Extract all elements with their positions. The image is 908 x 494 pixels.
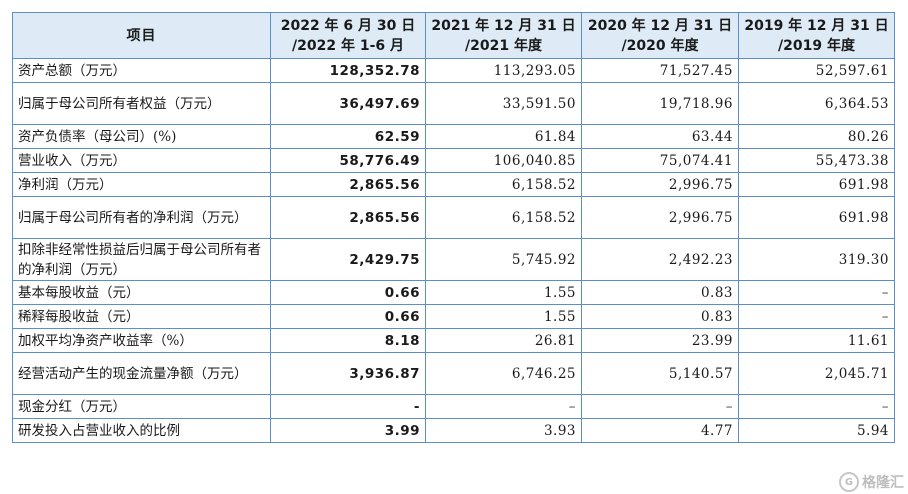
value-2019: 691.98 bbox=[738, 172, 895, 197]
header-item-label: 项目 bbox=[126, 27, 157, 44]
value-2019: 691.98 bbox=[738, 196, 895, 239]
row-label: 营业收入（万元） bbox=[12, 148, 271, 173]
table-row: 资产总额（万元） 128,352.78 113,293.05 71,527.45… bbox=[12, 58, 895, 83]
row-label: 基本每股收益（元） bbox=[12, 280, 271, 305]
value-2020: 2,492.23 bbox=[581, 238, 739, 281]
table-row: 稀释每股收益（元） 0.66 1.55 0.83 – bbox=[12, 304, 895, 329]
value-2020: 0.83 bbox=[581, 280, 739, 305]
table-row: 经营活动产生的现金流量净额（万元） 3,936.87 6,746.25 5,14… bbox=[12, 352, 895, 395]
header-2020-line1: 2020 年 12 月 31 日 bbox=[587, 17, 733, 34]
table-row: 归属于母公司所有者的净利润（万元） 2,865.56 6,158.52 2,99… bbox=[12, 196, 895, 239]
header-2022h1-line1: 2022 年 6 月 30 日 bbox=[280, 17, 416, 34]
header-2022h1-line2: /2022 年 1-6 月 bbox=[292, 37, 404, 54]
row-label: 经营活动产生的现金流量净额（万元） bbox=[12, 352, 271, 395]
value-2019: 80.26 bbox=[738, 124, 895, 149]
value-2020: 71,527.45 bbox=[581, 58, 739, 83]
row-label: 现金分红（万元） bbox=[12, 394, 271, 419]
value-2021: 1.55 bbox=[425, 280, 582, 305]
value-2020: 2,996.75 bbox=[581, 196, 739, 239]
value-2022h1: 3,936.87 bbox=[270, 352, 426, 395]
value-2021: 6,158.52 bbox=[425, 196, 582, 239]
value-2021: – bbox=[425, 394, 582, 419]
financial-data-table: 项目 2022 年 6 月 30 日 /2022 年 1-6 月 2021 年 … bbox=[12, 12, 895, 443]
value-2021: 26.81 bbox=[425, 328, 582, 353]
table-row: 归属于母公司所有者权益（万元） 36,497.69 33,591.50 19,7… bbox=[12, 82, 895, 125]
header-2020-line2: /2020 年度 bbox=[621, 37, 699, 54]
value-2021: 3.93 bbox=[425, 418, 582, 443]
value-2022h1: 62.59 bbox=[270, 124, 426, 149]
row-label: 归属于母公司所有者的净利润（万元） bbox=[12, 196, 271, 239]
row-label: 资产总额（万元） bbox=[12, 58, 271, 83]
value-2022h1: 0.66 bbox=[270, 304, 426, 329]
value-2022h1: 2,865.56 bbox=[270, 172, 426, 197]
value-2020: 23.99 bbox=[581, 328, 739, 353]
value-2021: 6,158.52 bbox=[425, 172, 582, 197]
value-2022h1: 3.99 bbox=[270, 418, 426, 443]
value-2021: 6,746.25 bbox=[425, 352, 582, 395]
header-2019-line1: 2019 年 12 月 31 日 bbox=[744, 17, 889, 34]
header-2020: 2020 年 12 月 31 日 /2020 年度 bbox=[581, 12, 739, 59]
table-row: 营业收入（万元） 58,776.49 106,040.85 75,074.41 … bbox=[12, 148, 895, 173]
value-2020: 75,074.41 bbox=[581, 148, 739, 173]
value-2022h1: - bbox=[270, 394, 426, 419]
table-header: 项目 2022 年 6 月 30 日 /2022 年 1-6 月 2021 年 … bbox=[12, 12, 895, 59]
value-2019: – bbox=[738, 394, 895, 419]
value-2022h1: 128,352.78 bbox=[270, 58, 426, 83]
value-2022h1: 8.18 bbox=[270, 328, 426, 353]
watermark-logo-icon: G bbox=[839, 472, 859, 492]
value-2019: 2,045.71 bbox=[738, 352, 895, 395]
table-row: 资产负债率（母公司）(%) 62.59 61.84 63.44 80.26 bbox=[12, 124, 895, 149]
header-2021-line2: /2021 年度 bbox=[465, 37, 542, 54]
value-2020: 5,140.57 bbox=[581, 352, 739, 395]
value-2021: 33,591.50 bbox=[425, 82, 582, 125]
value-2019: 6,364.53 bbox=[738, 82, 895, 125]
header-2022h1: 2022 年 6 月 30 日 /2022 年 1-6 月 bbox=[270, 12, 426, 59]
value-2020: 63.44 bbox=[581, 124, 739, 149]
watermark: G 格隆汇 bbox=[839, 472, 904, 492]
header-2021-line1: 2021 年 12 月 31 日 bbox=[431, 17, 576, 34]
value-2021: 113,293.05 bbox=[425, 58, 582, 83]
value-2019: – bbox=[738, 304, 895, 329]
table-row: 基本每股收益（元） 0.66 1.55 0.83 – bbox=[12, 280, 895, 305]
value-2021: 106,040.85 bbox=[425, 148, 582, 173]
table-row: 现金分红（万元） - – – – bbox=[12, 394, 895, 419]
value-2019: 319.30 bbox=[738, 238, 895, 281]
value-2019: 11.61 bbox=[738, 328, 895, 353]
header-2019-line2: /2019 年度 bbox=[778, 37, 855, 54]
table-row: 研发投入占营业收入的比例 3.99 3.93 4.77 5.94 bbox=[12, 418, 895, 443]
value-2022h1: 2,429.75 bbox=[270, 238, 426, 281]
table-row: 扣除非经常性损益后归属于母公司所有者的净利润（万元） 2,429.75 5,74… bbox=[12, 238, 895, 281]
table-row: 加权平均净资产收益率（%） 8.18 26.81 23.99 11.61 bbox=[12, 328, 895, 353]
table-row: 净利润（万元） 2,865.56 6,158.52 2,996.75 691.9… bbox=[12, 172, 895, 197]
value-2020: 0.83 bbox=[581, 304, 739, 329]
value-2019: 52,597.61 bbox=[738, 58, 895, 83]
row-label: 稀释每股收益（元） bbox=[12, 304, 271, 329]
value-2019: – bbox=[738, 280, 895, 305]
value-2020: 2,996.75 bbox=[581, 172, 739, 197]
value-2022h1: 0.66 bbox=[270, 280, 426, 305]
header-row: 项目 2022 年 6 月 30 日 /2022 年 1-6 月 2021 年 … bbox=[12, 12, 895, 59]
value-2020: – bbox=[581, 394, 739, 419]
value-2022h1: 2,865.56 bbox=[270, 196, 426, 239]
table-body: 资产总额（万元） 128,352.78 113,293.05 71,527.45… bbox=[12, 58, 895, 443]
row-label: 加权平均净资产收益率（%） bbox=[12, 328, 271, 353]
value-2022h1: 58,776.49 bbox=[270, 148, 426, 173]
value-2019: 5.94 bbox=[738, 418, 895, 443]
value-2021: 1.55 bbox=[425, 304, 582, 329]
header-2019: 2019 年 12 月 31 日 /2019 年度 bbox=[738, 12, 895, 59]
header-item: 项目 bbox=[12, 12, 271, 59]
value-2019: 55,473.38 bbox=[738, 148, 895, 173]
row-label: 归属于母公司所有者权益（万元） bbox=[12, 82, 271, 125]
row-label: 净利润（万元） bbox=[12, 172, 271, 197]
watermark-text: 格隆汇 bbox=[862, 475, 904, 491]
value-2020: 19,718.96 bbox=[581, 82, 739, 125]
row-label: 研发投入占营业收入的比例 bbox=[12, 418, 271, 443]
row-label: 资产负债率（母公司）(%) bbox=[12, 124, 271, 149]
header-2021: 2021 年 12 月 31 日 /2021 年度 bbox=[425, 12, 582, 59]
value-2021: 61.84 bbox=[425, 124, 582, 149]
value-2020: 4.77 bbox=[581, 418, 739, 443]
value-2021: 5,745.92 bbox=[425, 238, 582, 281]
value-2022h1: 36,497.69 bbox=[270, 82, 426, 125]
row-label: 扣除非经常性损益后归属于母公司所有者的净利润（万元） bbox=[12, 238, 271, 281]
